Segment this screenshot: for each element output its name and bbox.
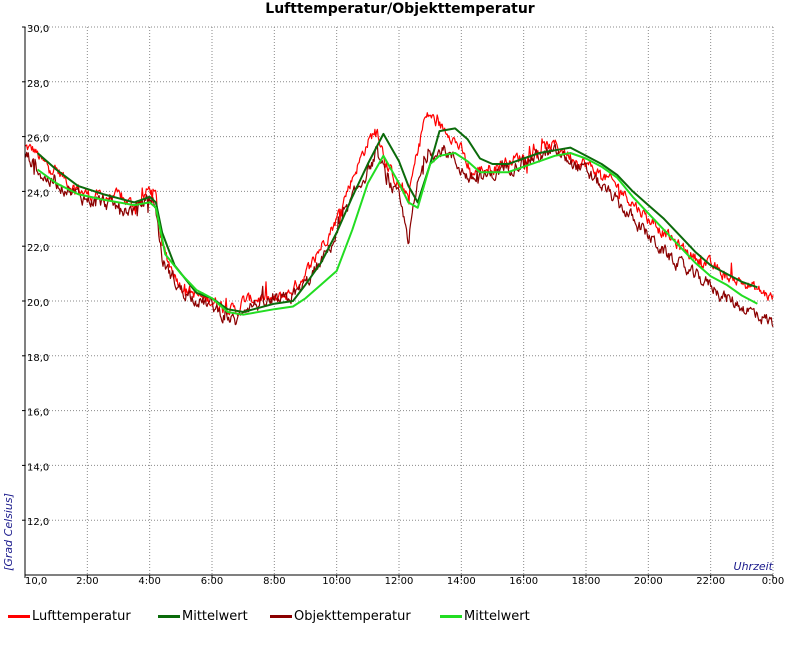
series-line-2 (36, 127, 758, 313)
y-tick-label: 24,0 (27, 188, 49, 199)
x-tick-label: 4:00 (138, 576, 160, 587)
y-tick-label: 30,0 (27, 24, 49, 35)
series-line-1 (24, 112, 774, 317)
chart-title: Lufttemperatur/Objekttemperatur (265, 1, 535, 17)
y-tick-label: 14,0 (27, 462, 49, 473)
series-line-3 (24, 143, 774, 328)
legend-label: Objekttemperatur (294, 608, 411, 624)
temperature-chart: Lufttemperatur/Objekttemperatur 10,0 2:00… (2, 1, 784, 587)
x-tick-label: 20:00 (634, 576, 663, 587)
legend-swatch (158, 614, 180, 618)
legend-item: Objekttemperatur (270, 606, 411, 626)
y-tick-label: 12,0 (27, 517, 49, 528)
x-tick-label: 2:00 (76, 576, 98, 587)
y-tick-label: 18,0 (27, 353, 49, 364)
legend-label: Lufttemperatur (32, 608, 131, 624)
legend-label: Mittelwert (464, 608, 530, 624)
y-tick-label: 22,0 (27, 243, 49, 254)
legend-label: Mittelwert (182, 608, 248, 624)
x-tick-label: 22:00 (696, 576, 725, 587)
y-axis-label: [Grad Celsius] (2, 493, 15, 571)
x-tick-label: 6:00 (201, 576, 223, 587)
y-tick-label: 20,0 (27, 298, 49, 309)
x-tick-label: 12:00 (385, 576, 414, 587)
x-axis-label: Uhrzeit (734, 560, 774, 573)
legend: Lufttemperatur Mittelwert Objekttemperatur… (0, 606, 800, 630)
x-tick-label: 16:00 (509, 576, 538, 587)
legend-item: Mittelwert (158, 606, 248, 626)
series-line-4 (36, 152, 758, 316)
y-tick-label: 28,0 (27, 79, 49, 90)
legend-item: Lufttemperatur (8, 606, 131, 626)
series-layer (24, 112, 774, 328)
legend-swatch (270, 614, 292, 618)
legend-swatch (8, 614, 30, 618)
legend-swatch (440, 614, 462, 618)
legend-item: Mittelwert (440, 606, 530, 626)
x-tick-label: 8:00 (263, 576, 285, 587)
x-tick-label: 0:00 (762, 576, 784, 587)
x-tick-label: 10:00 (322, 576, 351, 587)
x-tick-label: 18:00 (572, 576, 601, 587)
tick-labels: 10,0 2:00 4:00 6:00 8:00 10:00 12:00 14:00 16:00… (22, 24, 784, 587)
y-tick-label: 16,0 (27, 408, 49, 419)
x-tick-label: 14:00 (447, 576, 476, 587)
y-tick-label: 26,0 (27, 134, 49, 145)
x-tick-label: 10,0 (25, 576, 47, 587)
